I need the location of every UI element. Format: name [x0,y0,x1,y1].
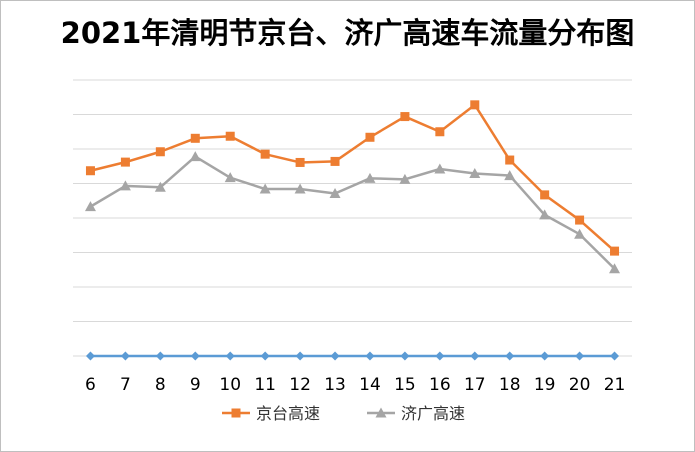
x-tick-label: 9 [190,375,201,395]
data-point [435,351,445,361]
data-point [610,351,620,361]
x-tick-label: 21 [604,375,626,395]
data-point [400,112,410,122]
data-point [190,133,200,143]
data-point [365,132,375,142]
data-point [575,351,585,361]
data-point [435,127,445,137]
data-point [85,166,95,176]
data-point [294,183,306,194]
data-point [120,157,130,167]
data-point [155,147,165,157]
data-point [540,190,550,200]
x-tick-label: 16 [429,375,451,395]
x-tick-label: 18 [499,375,521,395]
data-point [434,163,446,174]
data-point [154,181,166,192]
series-line [89,155,616,270]
data-point [375,407,387,418]
data-point [85,351,95,361]
chart-title: 2021年清明节京台、济广高速车流量分布图 [60,16,635,50]
series-line [90,103,616,253]
legend-item: 济广高速 [367,404,465,423]
x-tick-labels: 6 7 8 9 10 11 12 13 14 15 16 17 18 19 20 21 [85,375,625,395]
x-tick-label: 13 [324,375,346,395]
data-point [364,172,376,183]
data-point [330,351,340,361]
data-point [504,170,516,181]
data-point [330,156,340,166]
x-tick-label: 15 [394,375,416,395]
x-tick-label: 8 [155,375,166,395]
legend-item: 京台高速 [222,404,320,423]
series-0 [85,100,620,256]
data-point [505,351,515,361]
data-point [84,201,96,212]
x-tick-label: 10 [219,375,241,395]
data-point [295,351,305,361]
data-point [120,351,130,361]
data-point [399,173,411,184]
data-point [539,209,551,220]
data-point [259,183,271,194]
legend-label: 京台高速 [256,404,320,423]
x-tick-label: 7 [120,375,131,395]
data-point [329,188,341,199]
x-tick-label: 19 [534,375,556,395]
data-point [365,351,375,361]
data-point [190,351,200,361]
data-point [225,351,235,361]
data-point [155,351,165,361]
data-point [610,246,620,256]
data-point [260,149,270,159]
series-layer [84,100,621,361]
data-point [225,131,235,141]
x-tick-label: 6 [85,375,96,395]
data-point [609,263,621,274]
data-point [231,408,241,418]
data-point [224,172,236,183]
data-point [575,215,585,225]
data-point [400,351,410,361]
data-point [469,167,481,178]
x-tick-label: 14 [359,375,381,395]
legend: 京台高速 济广高速 [222,404,465,423]
x-tick-label: 11 [254,375,276,395]
data-point [119,180,131,191]
x-tick-label: 17 [464,375,486,395]
x-tick-label: 20 [569,375,591,395]
legend-label: 济广高速 [401,404,465,423]
data-point [295,157,305,167]
data-point [260,351,270,361]
data-point [540,351,550,361]
x-tick-label: 12 [289,375,311,395]
series-2 [85,351,620,361]
data-point [574,228,586,239]
data-point [470,351,480,361]
series-1 [84,151,621,274]
data-point [470,100,480,110]
data-point [505,155,515,165]
data-point [189,151,201,162]
